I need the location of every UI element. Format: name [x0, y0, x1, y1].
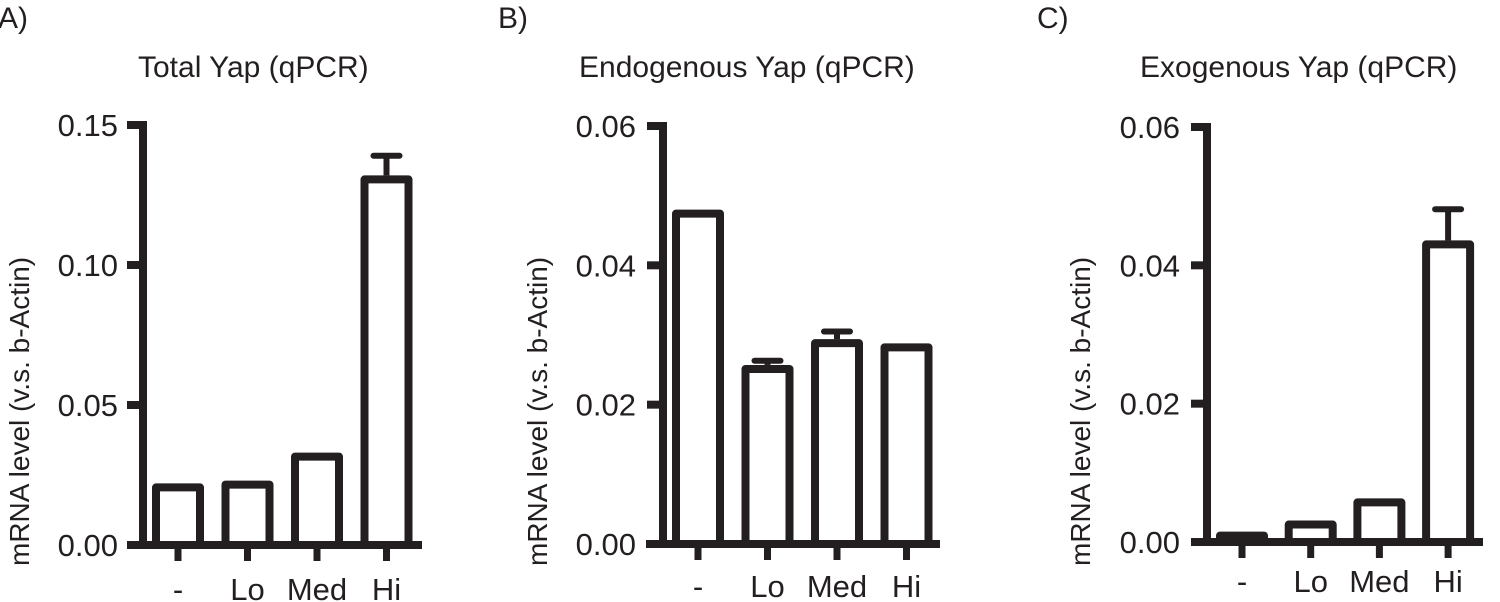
bar	[672, 209, 724, 548]
chart-title-a: Total Yap (qPCR)	[138, 51, 369, 84]
bar-chart-a: 0.00 0.05 0.10 0.15 - Lo Med Hi	[58, 108, 422, 602]
bar	[1422, 240, 1475, 547]
x-tick-label: Hi	[892, 569, 921, 602]
bar	[152, 483, 204, 549]
y-tick-label: 0.06	[1120, 110, 1180, 145]
bar	[221, 480, 274, 550]
x-tick-label: Med	[287, 572, 347, 602]
x-tick-label: Lo	[1293, 564, 1327, 599]
panel-b: B) Endogenous Yap (qPCR) mRNA level (v.s…	[498, 0, 1000, 602]
bar	[880, 343, 933, 548]
x-tick-label: Hi	[1433, 564, 1462, 599]
x-tick-label: Lo	[750, 569, 784, 602]
panel-c: C) Exogenous Yap (qPCR) mRNA level (v.s.…	[1000, 0, 1500, 602]
y-tick-label: 0.00	[576, 527, 636, 562]
bar	[1353, 498, 1406, 546]
bar-chart-b: 0.00 0.02 0.04 0.06 - Lo Med Hi	[576, 109, 940, 602]
chart-title-c: Exogenous Yap (qPCR)	[1140, 51, 1458, 84]
bar	[291, 452, 343, 550]
y-tick-label: 0.00	[1120, 525, 1180, 560]
x-tick-label: Hi	[372, 572, 401, 602]
x-tick-label: Med	[1349, 564, 1409, 599]
y-tick-label: 0.02	[1120, 387, 1180, 422]
y-tick-label: 0.06	[576, 109, 636, 144]
x-tick-label: Med	[807, 569, 867, 602]
bar	[360, 175, 413, 549]
panel-label-b: B)	[498, 2, 528, 35]
x-tick-label: -	[1237, 564, 1247, 599]
bar-chart-c: 0.00 0.02 0.04 0.06 - Lo Med Hi	[1120, 110, 1483, 599]
y-tick-label: 0.04	[1120, 248, 1180, 283]
y-tick-label: 0.04	[576, 248, 636, 283]
y-tick-label: 0.00	[58, 528, 118, 563]
panel-label-a: A)	[0, 2, 28, 35]
x-tick-label: -	[173, 572, 183, 602]
y-tick-label: 0.02	[576, 388, 636, 423]
y-tick-label: 0.05	[58, 388, 118, 423]
x-tick-label: -	[693, 569, 703, 602]
chart-title-b: Endogenous Yap (qPCR)	[579, 51, 915, 84]
panel-label-c: C)	[1037, 2, 1069, 35]
bar	[741, 364, 794, 548]
x-tick-label: Lo	[230, 572, 264, 602]
panel-a: A) Total Yap (qPCR) mRNA level (v.s. b-A…	[0, 0, 500, 602]
y-tick-label: 0.10	[58, 248, 118, 283]
y-tick-label: 0.15	[58, 108, 118, 143]
bar	[811, 339, 863, 548]
